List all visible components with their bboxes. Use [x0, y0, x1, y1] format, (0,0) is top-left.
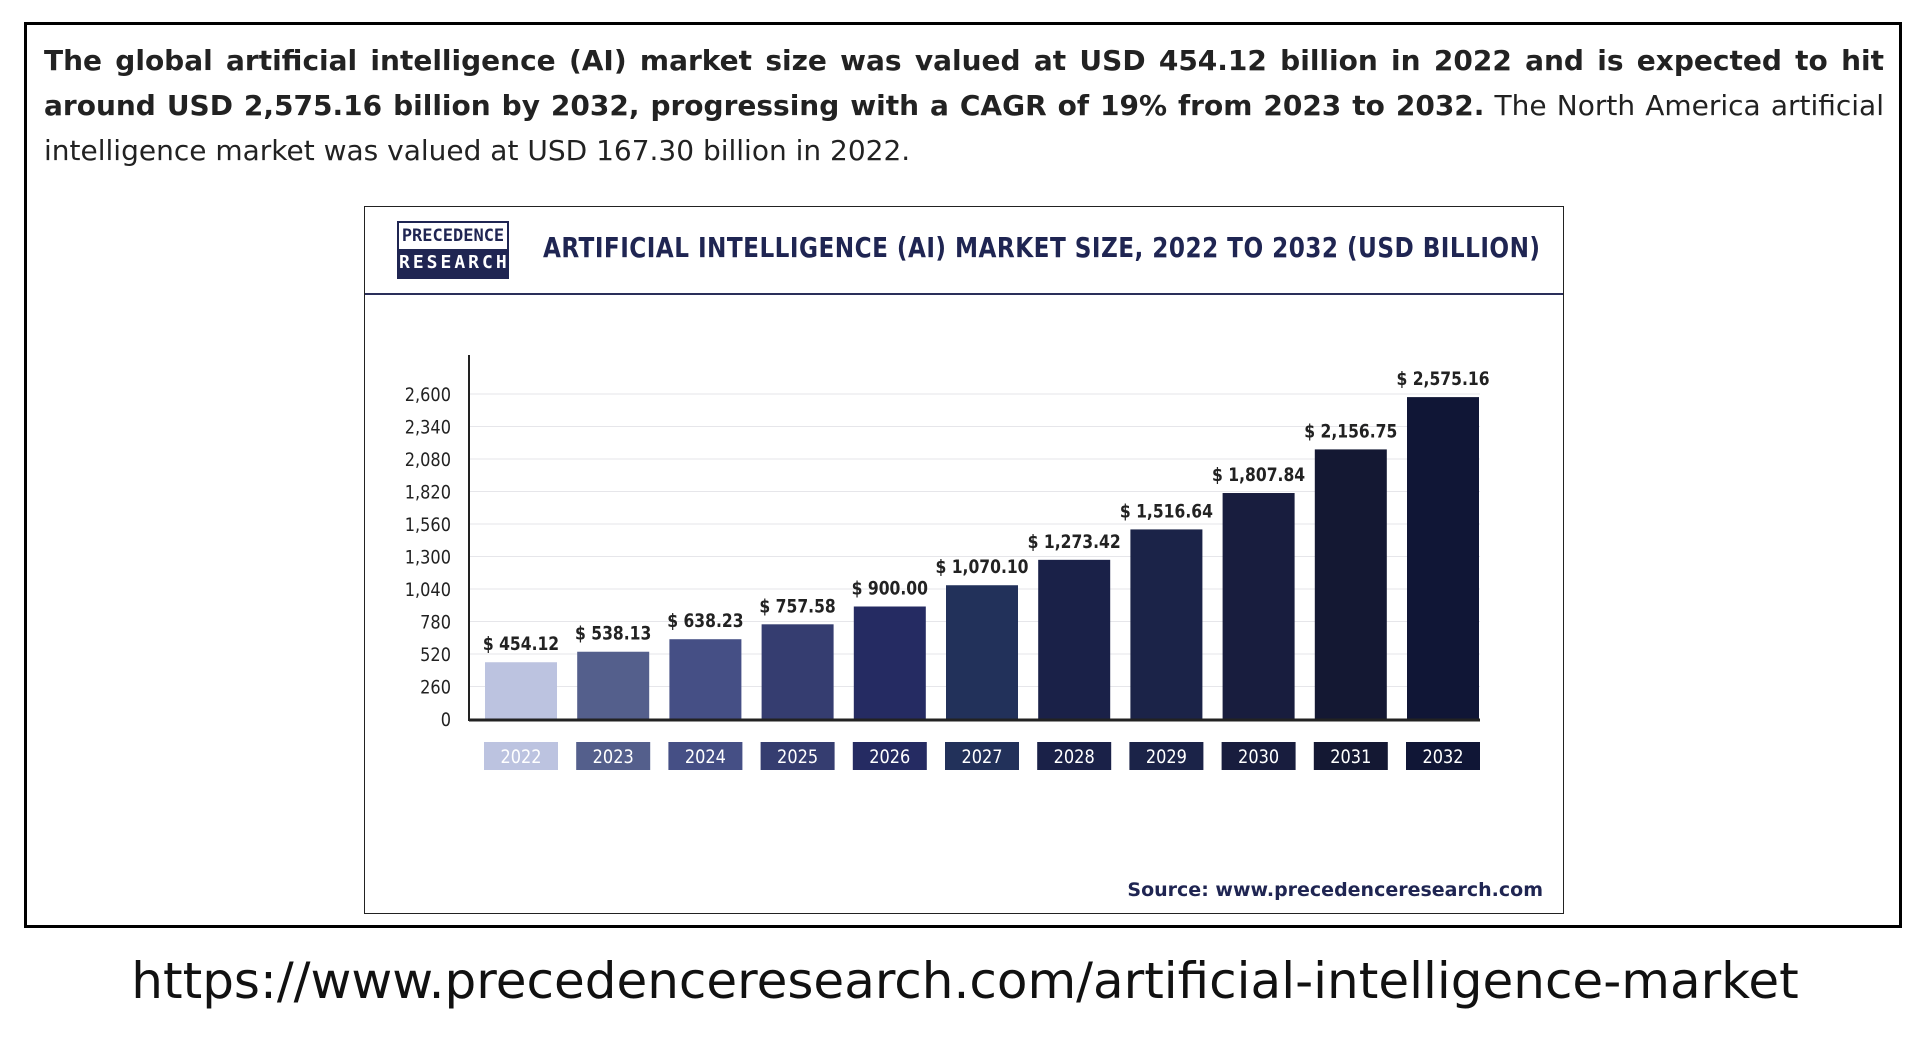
y-tick-label: 1,040: [405, 580, 451, 602]
x-category-box: [576, 742, 651, 770]
logo-line1: PRECEDENCE: [399, 223, 507, 249]
bar: [1038, 559, 1111, 719]
chart-card: PRECEDENCE RESEARCH ARTIFICIAL INTELLIGE…: [364, 206, 1564, 914]
bar-value-label: $ 1,807.84: [1212, 465, 1305, 487]
x-tick-label: 2023: [593, 747, 634, 769]
y-tick-label: 2,600: [405, 385, 451, 407]
x-tick-label: 2022: [500, 747, 541, 769]
x-category-box: [668, 742, 743, 770]
bar: [853, 606, 926, 719]
bar: [577, 651, 650, 719]
logo-line2: RESEARCH: [399, 249, 507, 277]
bar-value-label: $ 454.12: [483, 634, 559, 656]
x-category-box: [484, 742, 558, 770]
source-url[interactable]: https://www.precedenceresearch.com/artif…: [131, 952, 1799, 1010]
bar-value-label: $ 1,516.64: [1120, 501, 1213, 523]
y-tick-label: 1,560: [405, 515, 451, 537]
bar-value-label: $ 538.13: [575, 623, 651, 645]
bar: [946, 585, 1018, 719]
bar: [761, 624, 834, 719]
precedence-research-logo: PRECEDENCE RESEARCH: [397, 221, 509, 279]
bar-value-label: $ 2,575.16: [1396, 369, 1489, 391]
bar: [1407, 397, 1479, 719]
chart-title: ARTIFICIAL INTELLIGENCE (AI) MARKET SIZE…: [543, 231, 1541, 264]
x-category-box: [852, 742, 927, 770]
x-tick-label: 2024: [685, 747, 726, 769]
x-category-box: [1129, 742, 1204, 770]
bar-value-label: $ 1,273.42: [1028, 531, 1121, 553]
y-tick-label: 2,080: [405, 450, 451, 472]
bar: [1130, 529, 1203, 719]
y-tick-label: 780: [420, 612, 451, 634]
y-tick-label: 1,820: [405, 482, 451, 504]
x-tick-label: 2027: [961, 747, 1002, 769]
x-category-box: [1406, 742, 1480, 770]
bar-value-label: $ 638.23: [667, 611, 743, 633]
x-tick-label: 2032: [1422, 747, 1463, 769]
bar: [669, 639, 742, 719]
chart-source: Source: www.precedenceresearch.com: [1127, 879, 1543, 901]
x-tick-label: 2028: [1054, 747, 1095, 769]
x-category-box: [760, 742, 835, 770]
y-tick-label: 520: [420, 645, 451, 667]
bar-value-label: $ 2,156.75: [1304, 421, 1397, 443]
y-tick-label: 260: [420, 677, 451, 699]
bar-value-label: $ 757.58: [759, 596, 835, 618]
chart-header: PRECEDENCE RESEARCH ARTIFICIAL INTELLIGE…: [365, 207, 1563, 295]
bar-value-label: $ 900.00: [852, 578, 928, 600]
y-tick-label: 1,300: [405, 547, 451, 569]
intro-normal-text: The North America artificial intelligenc…: [44, 89, 1884, 167]
bar: [1222, 493, 1295, 719]
bar-value-label: $ 1,070.10: [935, 557, 1028, 579]
bar-chart: 0 260 520 780 1,040 1,300 1,560 1,820 2,080 2,340…: [405, 355, 1490, 770]
bar: [485, 662, 557, 719]
x-tick-label: 2030: [1238, 747, 1279, 769]
y-tick-label: 0: [441, 710, 451, 732]
y-tick-label: 2,340: [405, 417, 451, 439]
x-category-box: [1221, 742, 1296, 770]
x-tick-label: 2026: [869, 747, 910, 769]
x-tick-label: 2029: [1146, 747, 1187, 769]
x-category-box: [1037, 742, 1112, 770]
x-tick-label: 2025: [777, 747, 818, 769]
intro-paragraph: The global artificial intelligence (AI) …: [44, 38, 1884, 173]
x-category-box: [945, 742, 1019, 770]
bar: [1314, 449, 1387, 719]
intro-bold-text: The global artificial intelligence (AI) …: [44, 44, 1884, 122]
x-tick-label: 2031: [1330, 747, 1371, 769]
x-category-box: [1313, 742, 1388, 770]
